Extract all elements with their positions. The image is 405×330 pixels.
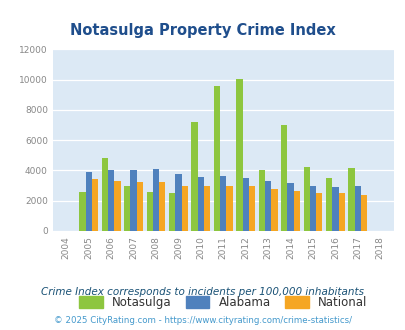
Bar (175, 174, 181, 231)
Bar (248, 186, 254, 231)
Text: Crime Index corresponds to incidents per 100,000 inhabitants: Crime Index corresponds to incidents per… (41, 287, 364, 297)
Bar (354, 186, 360, 231)
Bar (293, 191, 299, 231)
Bar (332, 187, 338, 231)
Bar (325, 178, 332, 231)
Bar (309, 185, 315, 231)
Bar (287, 183, 293, 231)
Bar (242, 178, 248, 231)
Bar (101, 158, 108, 231)
Bar (130, 171, 136, 231)
Bar (315, 193, 322, 231)
Bar (114, 181, 120, 231)
Bar (347, 168, 354, 231)
Bar (92, 179, 98, 231)
Bar (79, 192, 85, 231)
Bar (191, 122, 197, 231)
Bar (226, 186, 232, 231)
Bar (181, 185, 188, 231)
Legend: Notasulga, Alabama, National: Notasulga, Alabama, National (74, 291, 371, 314)
Bar (203, 186, 210, 231)
Bar (258, 171, 264, 231)
Bar (85, 172, 92, 231)
Bar (136, 182, 143, 231)
Bar (220, 176, 226, 231)
Bar (146, 192, 152, 231)
Bar (281, 125, 287, 231)
Bar (152, 169, 159, 231)
Bar (168, 193, 175, 231)
Bar (124, 185, 130, 231)
Bar (197, 177, 203, 231)
Text: © 2025 CityRating.com - https://www.cityrating.com/crime-statistics/: © 2025 CityRating.com - https://www.city… (54, 316, 351, 325)
Bar (213, 86, 220, 231)
Bar (271, 189, 277, 231)
Bar (338, 193, 344, 231)
Bar (236, 79, 242, 231)
Bar (360, 195, 367, 231)
Text: Notasulga Property Crime Index: Notasulga Property Crime Index (70, 23, 335, 38)
Bar (108, 171, 114, 231)
Bar (159, 182, 165, 231)
Bar (303, 167, 309, 231)
Bar (264, 181, 271, 231)
